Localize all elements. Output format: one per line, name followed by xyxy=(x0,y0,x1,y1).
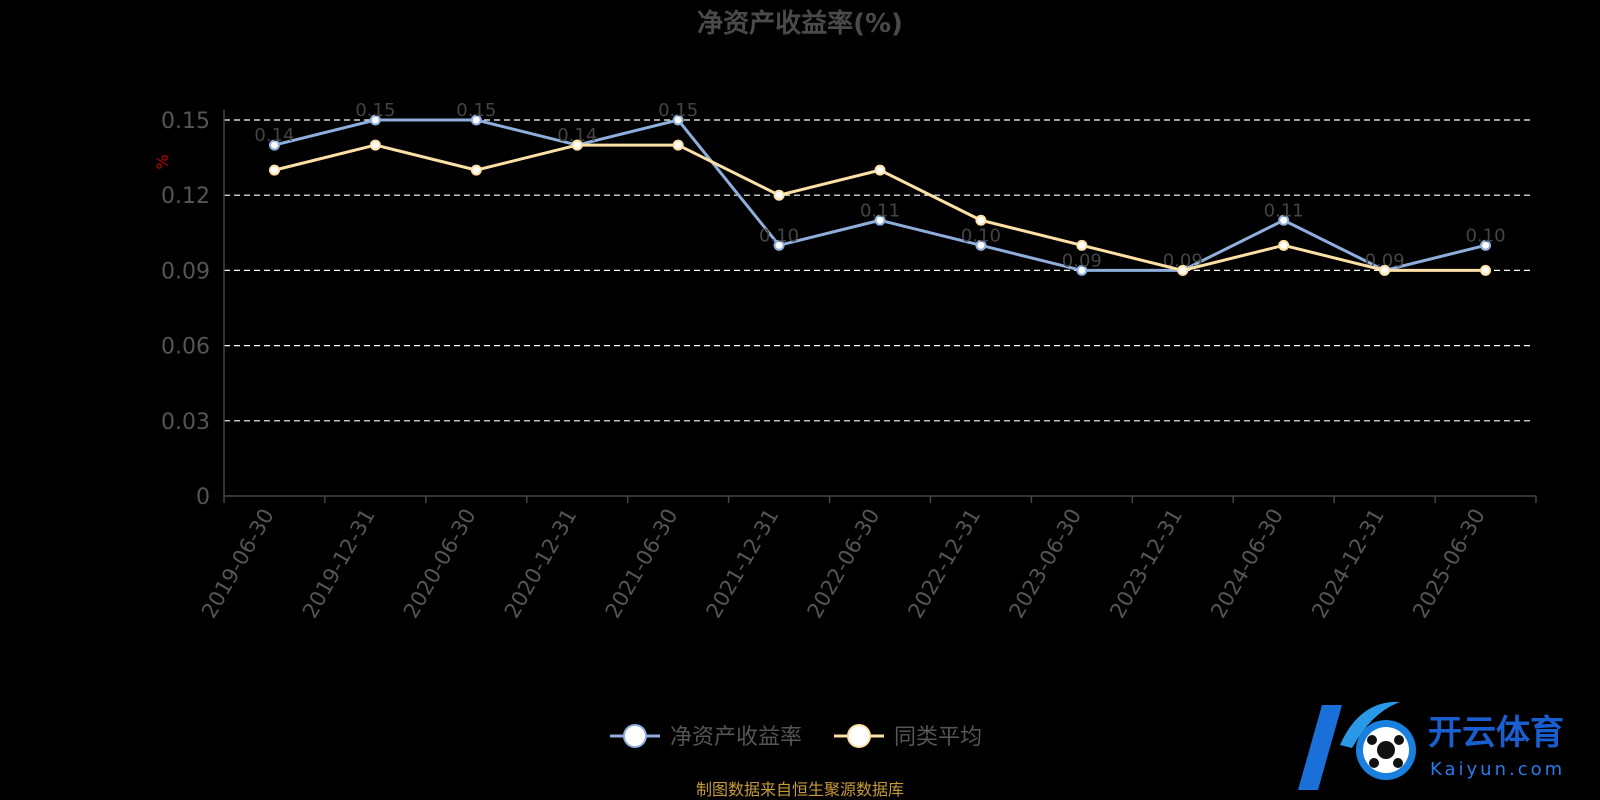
legend-item-1[interactable]: 净资产收益率 xyxy=(610,724,802,750)
y-tick-label: 0.03 xyxy=(161,410,210,435)
data-label: 0.10 xyxy=(961,225,1001,246)
legend-label: 净资产收益率 xyxy=(670,725,802,750)
data-point xyxy=(773,239,785,251)
legend-marker xyxy=(623,724,647,748)
y-axis-label: % xyxy=(153,154,172,169)
y-tick-label: 0.06 xyxy=(161,335,210,360)
data-point xyxy=(1480,239,1492,251)
data-label: 0.10 xyxy=(759,225,799,246)
x-tick-label: 2023-12-31 xyxy=(1105,505,1187,623)
x-tick-label: 2020-06-30 xyxy=(399,505,481,623)
y-tick-label: 0.09 xyxy=(161,259,210,284)
data-label: 0.15 xyxy=(456,100,496,121)
data-point xyxy=(1278,239,1290,251)
data-point xyxy=(571,139,583,151)
x-tick-label: 2022-06-30 xyxy=(803,505,885,623)
y-tick-label: 0.15 xyxy=(161,109,210,134)
y-tick-label: 0 xyxy=(196,485,210,510)
series-lines: 0.14 0.15 0.15 0.14 0.15 0.10 0.11 0.10 0.09 0.09… xyxy=(254,100,1506,276)
data-point xyxy=(1480,264,1492,276)
axes: 0 0.03 0.06 0.09 0.12 0.15 2019-06-30 2019-12-3… xyxy=(161,109,1537,623)
x-tick-label: 2019-12-31 xyxy=(298,505,380,623)
x-tick-label: 2025-06-30 xyxy=(1408,505,1490,623)
data-point xyxy=(975,239,987,251)
data-point xyxy=(268,164,280,176)
data-label: 0.14 xyxy=(254,125,294,146)
data-point xyxy=(470,114,482,126)
x-tick-label: 2021-12-31 xyxy=(702,505,784,623)
soccer-ball-k-logo-icon xyxy=(1298,701,1416,790)
data-label: 0.11 xyxy=(860,200,900,221)
legend-label: 同类平均 xyxy=(894,725,982,750)
x-tick-label: 2019-06-30 xyxy=(197,505,279,623)
data-point xyxy=(672,114,684,126)
data-point xyxy=(874,214,886,226)
data-label: 0.11 xyxy=(1264,200,1304,221)
legend-item-2[interactable]: 同类平均 xyxy=(834,724,982,750)
grid-lines xyxy=(224,119,1532,422)
data-point xyxy=(672,139,684,151)
data-point xyxy=(1076,239,1088,251)
data-point xyxy=(369,114,381,126)
x-tick-label: 2023-06-30 xyxy=(1004,505,1086,623)
data-point xyxy=(1379,264,1391,276)
data-point xyxy=(1278,214,1290,226)
watermark-domain: Kaiyun.com xyxy=(1430,759,1565,780)
watermark-brand: 开云体育 xyxy=(1428,713,1564,753)
data-label: 0.09 xyxy=(1163,250,1203,271)
source-note: 制图数据来自恒生聚源数据库 xyxy=(696,780,904,799)
data-label: 0.09 xyxy=(1365,250,1405,271)
x-tick-label: 2024-12-31 xyxy=(1307,505,1389,623)
data-point xyxy=(874,164,886,176)
x-tick-label: 2024-06-30 xyxy=(1206,505,1288,623)
data-label: 0.14 xyxy=(557,125,597,146)
data-point xyxy=(975,214,987,226)
series-2 xyxy=(268,139,1492,276)
data-label: 0.15 xyxy=(355,100,395,121)
data-label: 0.10 xyxy=(1465,225,1505,246)
data-label: 0.09 xyxy=(1062,250,1102,271)
data-point xyxy=(268,139,280,151)
data-label: 0.15 xyxy=(658,100,698,121)
chart-title: 净资产收益率(%) xyxy=(697,8,903,39)
legend[interactable]: 净资产收益率 同类平均 xyxy=(610,724,982,750)
y-tick-label: 0.12 xyxy=(161,184,210,209)
x-tick-label: 2021-06-30 xyxy=(601,505,683,623)
watermark-logo: 开云体育 Kaiyun.com xyxy=(1298,701,1565,790)
x-tick-label: 2020-12-31 xyxy=(500,505,582,623)
x-tick-label: 2022-12-31 xyxy=(903,505,985,623)
legend-marker xyxy=(847,724,871,748)
series-1: 0.14 0.15 0.15 0.14 0.15 0.10 0.11 0.10 0.09 0.09… xyxy=(254,100,1506,276)
data-point xyxy=(1076,264,1088,276)
data-point xyxy=(1177,264,1189,276)
data-point xyxy=(369,139,381,151)
data-point xyxy=(470,164,482,176)
data-point xyxy=(773,189,785,201)
